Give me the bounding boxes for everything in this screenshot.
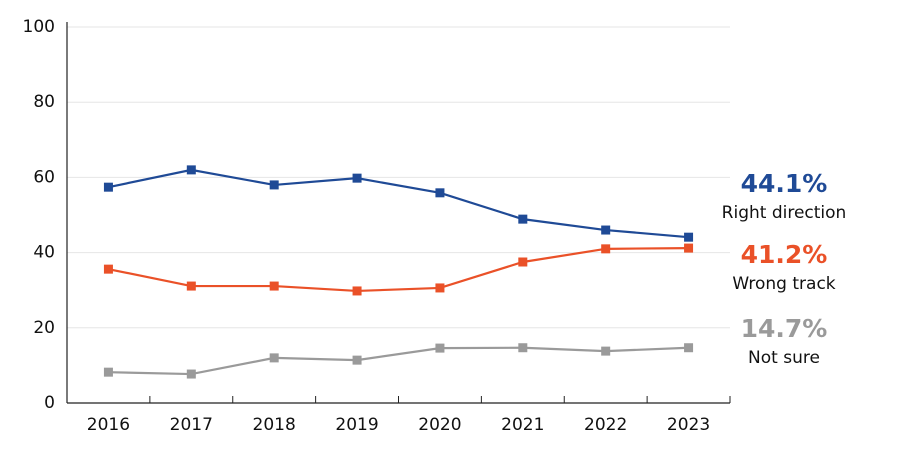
point bbox=[103, 367, 113, 377]
point bbox=[684, 243, 694, 253]
x-tick-label: 2023 bbox=[667, 415, 710, 435]
point bbox=[684, 232, 694, 242]
y-tick-label: 20 bbox=[33, 318, 55, 338]
x-tick-label: 2017 bbox=[170, 415, 213, 435]
point bbox=[435, 188, 445, 198]
series-line bbox=[108, 246, 689, 293]
point bbox=[103, 264, 113, 274]
point bbox=[103, 182, 113, 192]
series-line bbox=[108, 168, 689, 239]
point bbox=[269, 281, 279, 291]
legend-label: Wrong track bbox=[732, 274, 835, 294]
point bbox=[684, 343, 694, 353]
x-tick-label: 2022 bbox=[584, 415, 627, 435]
end-label: 14.7% bbox=[741, 314, 828, 343]
y-tick-label: 0 bbox=[44, 393, 55, 413]
x-tick-label: 2021 bbox=[501, 415, 544, 435]
series-line bbox=[108, 346, 689, 376]
end-label: 44.1% bbox=[741, 169, 828, 198]
point bbox=[601, 225, 611, 235]
y-tick-label: 60 bbox=[33, 167, 55, 187]
end-label: 41.2% bbox=[741, 240, 828, 269]
point bbox=[518, 257, 528, 267]
legend-label: Not sure bbox=[748, 348, 820, 368]
point bbox=[601, 346, 611, 356]
point bbox=[352, 355, 362, 365]
point bbox=[186, 369, 196, 379]
point bbox=[269, 353, 279, 363]
y-tick-label: 100 bbox=[23, 17, 55, 37]
y-tick-label: 80 bbox=[33, 92, 55, 112]
point bbox=[352, 286, 362, 296]
legend-label: Right direction bbox=[722, 203, 847, 223]
point bbox=[352, 173, 362, 183]
point bbox=[518, 214, 528, 224]
x-tick-label: 2016 bbox=[87, 415, 130, 435]
point bbox=[186, 281, 196, 291]
point bbox=[186, 165, 196, 175]
x-tick-label: 2018 bbox=[253, 415, 296, 435]
point bbox=[518, 343, 528, 353]
point bbox=[269, 180, 279, 190]
x-tick-label: 2019 bbox=[335, 415, 378, 435]
point bbox=[601, 244, 611, 254]
y-tick-label: 40 bbox=[33, 243, 55, 263]
x-tick-label: 2020 bbox=[418, 415, 461, 435]
point bbox=[435, 283, 445, 293]
point bbox=[435, 343, 445, 353]
